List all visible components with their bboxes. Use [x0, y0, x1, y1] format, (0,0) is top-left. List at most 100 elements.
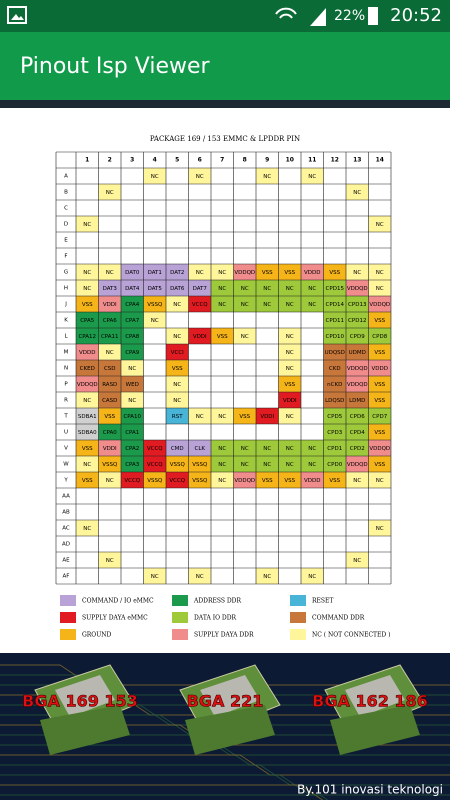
pin-cell	[166, 328, 189, 344]
row-label: G	[64, 270, 68, 276]
column-label: 11	[308, 157, 316, 164]
pin-name: CPD8	[372, 334, 387, 340]
pin-name: NC	[376, 270, 384, 276]
row-label: A	[64, 174, 68, 180]
pin-cell	[233, 456, 256, 472]
pin-cell	[166, 296, 189, 312]
pin-name: NC	[353, 190, 361, 196]
pin-name: NC	[308, 574, 316, 580]
pin-name: RST	[172, 414, 183, 420]
pin-name: NC	[173, 382, 181, 388]
pin-name: VCCQ	[169, 478, 185, 484]
pin-cell	[323, 344, 346, 360]
row-label: F	[64, 254, 67, 260]
pin-cell	[256, 280, 279, 296]
pin-name: VSS	[329, 270, 340, 276]
pin-cell	[278, 344, 301, 360]
chip-board	[330, 705, 420, 755]
row-label: B	[64, 190, 68, 196]
pin-cell	[166, 440, 189, 456]
pin-name: VSS	[262, 270, 273, 276]
chip-die	[345, 675, 405, 717]
pin-name: CPD15	[326, 286, 345, 292]
pin-name: VDDI	[193, 334, 207, 340]
pin-name: VDDQD	[234, 478, 255, 484]
app-title: Pinout Isp Viewer	[20, 54, 211, 79]
pin-cell	[98, 312, 121, 328]
pin-cell	[76, 264, 99, 280]
pin-cell	[76, 408, 99, 424]
pin-cell	[368, 440, 391, 456]
pin-cell	[98, 296, 121, 312]
credit: By.101 inovasi teknologi	[297, 783, 443, 797]
pin-name: CPD1	[327, 446, 342, 452]
pin-name: VSS	[217, 334, 228, 340]
pin-cell	[346, 264, 369, 280]
pin-cell	[188, 280, 211, 296]
pin-name: VSS	[284, 270, 295, 276]
row-label: V	[64, 446, 68, 452]
pin-name: VDDQD	[347, 382, 368, 388]
pin-name: DAT1	[148, 270, 162, 276]
pin-cell	[346, 472, 369, 488]
pin-name: NC	[286, 350, 294, 356]
legend-label: GROUND	[82, 632, 112, 639]
pin-name: VCCQ	[147, 446, 163, 452]
pin-cell	[346, 376, 369, 392]
pin-name: NC	[286, 302, 294, 308]
pin-name: VSS	[82, 478, 93, 484]
pin-name: NC	[173, 302, 181, 308]
pin-cell	[143, 440, 166, 456]
pin-cell	[368, 296, 391, 312]
legend-label: RESET	[312, 598, 333, 605]
legend-swatch	[172, 595, 188, 606]
pin-cell	[278, 376, 301, 392]
pin-name: NC	[196, 414, 204, 420]
row-label: T	[63, 414, 68, 420]
column-label: 8	[243, 157, 247, 164]
pin-name: NC	[263, 286, 271, 292]
pin-name: NC	[218, 414, 226, 420]
pin-cell	[98, 184, 121, 200]
pin-cell	[368, 376, 391, 392]
pin-cell	[256, 440, 279, 456]
pin-name: RASD	[102, 382, 117, 388]
pin-cell	[368, 472, 391, 488]
pin-cell	[166, 376, 189, 392]
pin-name: NC	[286, 446, 294, 452]
pin-name: VSS	[82, 302, 93, 308]
pin-cell	[121, 440, 144, 456]
column-label: 3	[130, 157, 134, 164]
pin-cell	[76, 392, 99, 408]
pin-cell	[368, 424, 391, 440]
pin-name: NC	[263, 302, 271, 308]
pin-name: NC	[218, 446, 226, 452]
pin-cell	[121, 472, 144, 488]
pin-cell	[368, 328, 391, 344]
pin-cell	[368, 264, 391, 280]
pin-cell	[76, 440, 99, 456]
row-label: C	[64, 206, 68, 212]
pin-cell	[368, 312, 391, 328]
pin-name: NC	[308, 302, 316, 308]
pin-cell	[211, 440, 234, 456]
pin-cell	[76, 216, 99, 232]
pin-cell	[121, 456, 144, 472]
pin-name: VSSQ	[192, 478, 208, 484]
pin-cell	[301, 168, 324, 184]
pin-cell	[211, 280, 234, 296]
pin-name: NC	[376, 222, 384, 228]
pin-cell	[368, 216, 391, 232]
pin-name: CPA5	[80, 318, 95, 324]
pin-name: VSS	[284, 382, 295, 388]
pin-name: NC	[241, 462, 249, 468]
column-label: 6	[198, 157, 202, 164]
pin-cell	[323, 360, 346, 376]
gallery-icon-shape	[11, 14, 24, 20]
pin-cell	[98, 472, 121, 488]
pin-name: NC	[173, 398, 181, 404]
pin-name: NC	[353, 478, 361, 484]
pin-cell	[233, 328, 256, 344]
pin-name: NC	[376, 286, 384, 292]
pin-name: VSS	[284, 478, 295, 484]
